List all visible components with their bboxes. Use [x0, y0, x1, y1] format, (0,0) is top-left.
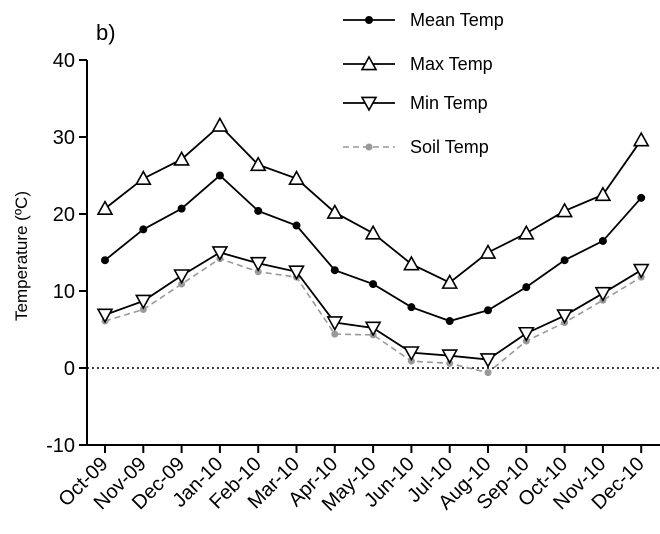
legend-item: Max Temp — [343, 54, 493, 74]
data-point — [366, 144, 373, 151]
data-point — [634, 265, 648, 278]
data-point — [485, 369, 492, 376]
series-line — [105, 253, 641, 360]
data-point — [101, 256, 109, 264]
y-tick-label: 10 — [53, 281, 75, 303]
data-point — [596, 288, 610, 301]
y-axis-label: Temperature (ºC) — [12, 191, 31, 321]
data-point — [404, 257, 418, 270]
data-point — [596, 188, 610, 201]
data-point — [481, 246, 495, 259]
legend-label: Max Temp — [410, 54, 493, 74]
data-point — [366, 322, 380, 335]
data-point — [558, 204, 572, 217]
data-point — [366, 226, 380, 239]
y-tick-label: 0 — [64, 358, 75, 380]
y-tick-label: 30 — [53, 127, 75, 149]
series-line — [105, 176, 641, 322]
data-point — [407, 303, 415, 311]
data-point — [290, 172, 304, 185]
legend-label: Soil Temp — [410, 137, 489, 157]
data-point — [365, 16, 373, 24]
series-min-temp — [98, 247, 648, 367]
data-point — [213, 118, 227, 131]
data-point — [443, 276, 457, 289]
data-point — [139, 225, 147, 233]
series-mean-temp — [101, 172, 645, 326]
data-point — [178, 205, 186, 213]
data-point — [519, 328, 533, 341]
y-tick-label: -10 — [46, 435, 75, 457]
panel-label: b) — [96, 20, 116, 45]
data-point — [331, 266, 339, 274]
series-group — [98, 118, 648, 376]
data-point — [98, 202, 112, 215]
legend-item: Min Temp — [343, 93, 488, 113]
data-point — [216, 172, 224, 180]
series-line — [105, 125, 641, 282]
data-point — [561, 256, 569, 264]
legend-item: Mean Temp — [343, 10, 504, 30]
axes: -10010203040Oct-09Nov-09Dec-09Jan-10Feb-… — [46, 50, 660, 516]
data-point — [558, 310, 572, 323]
data-point — [254, 207, 262, 215]
data-point — [369, 280, 377, 288]
data-point — [136, 172, 150, 185]
data-point — [293, 222, 301, 230]
data-point — [484, 306, 492, 314]
legend: Mean Temp Max Temp Min Temp Soil Temp — [343, 10, 504, 157]
data-point — [634, 133, 648, 146]
data-point — [331, 331, 338, 338]
data-point — [446, 317, 454, 325]
y-tick-label: 20 — [53, 204, 75, 226]
data-point — [522, 283, 530, 291]
legend-label: Mean Temp — [410, 10, 504, 30]
data-point — [519, 226, 533, 239]
y-tick-label: 40 — [53, 50, 75, 72]
legend-item: Soil Temp — [343, 137, 489, 157]
data-point — [481, 354, 495, 367]
legend-label: Min Temp — [410, 93, 488, 113]
data-point — [637, 194, 645, 202]
data-point — [599, 237, 607, 245]
